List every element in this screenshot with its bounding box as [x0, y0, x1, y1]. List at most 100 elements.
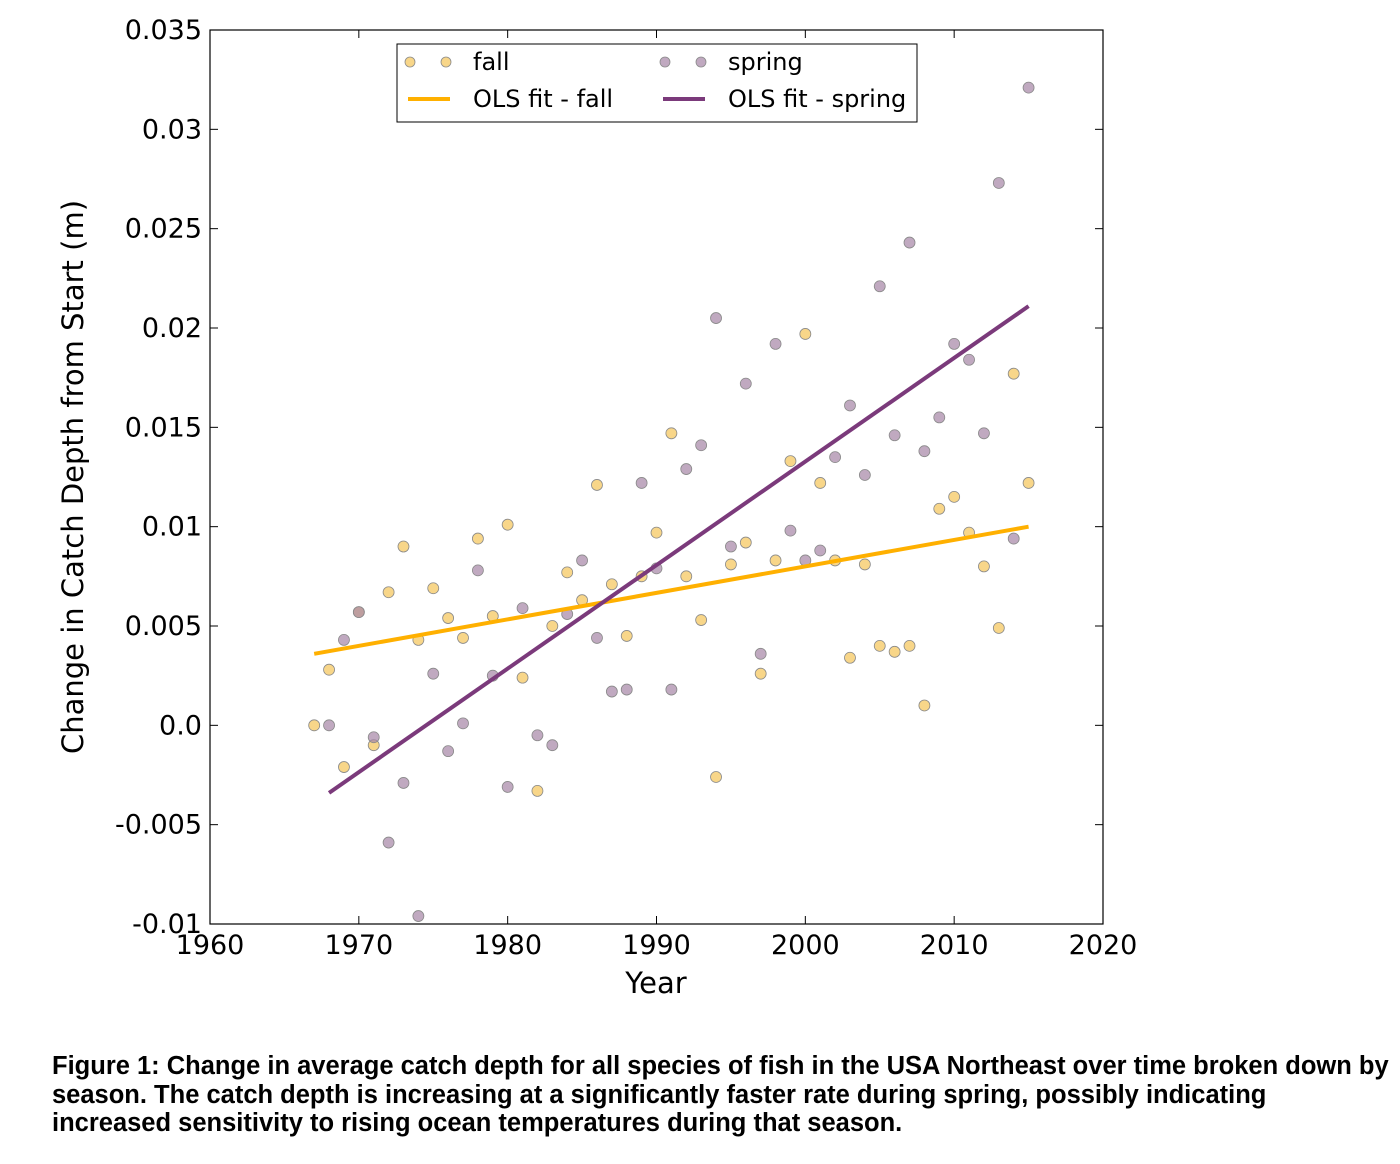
x-tick-label: 1960 [176, 930, 245, 961]
fall-point [858, 558, 871, 571]
x-tick-label: 1970 [324, 930, 393, 961]
legend-marker [404, 56, 416, 68]
spring-point [710, 312, 722, 324]
y-tick-label: 0.01 [142, 512, 202, 543]
x-tick-label: 1990 [622, 930, 691, 961]
fall-point [844, 651, 856, 664]
fall-point [665, 427, 678, 440]
spring-point [427, 667, 440, 680]
spring-point [948, 337, 961, 350]
fall-point [814, 477, 827, 489]
spring-point [620, 683, 633, 696]
fall-point [605, 578, 618, 591]
y-tick-label: 0.025 [125, 214, 202, 245]
fall-point [546, 620, 559, 632]
legend-marker [440, 56, 452, 68]
plot-frame [209, 29, 1104, 925]
fall-point [725, 558, 737, 571]
spring-point [352, 606, 365, 618]
spring-point [665, 683, 678, 696]
fall-point [903, 639, 916, 652]
spring-point [338, 634, 350, 646]
spring-point [918, 445, 931, 458]
legend-label: OLS fit - fall [473, 85, 613, 113]
fall-point [471, 532, 484, 545]
spring-point [457, 717, 469, 730]
spring-point [397, 777, 410, 789]
legend-label: fall [473, 48, 510, 76]
spring-point [471, 564, 484, 577]
fall-point [501, 518, 514, 531]
scatter-chart: 1960 1970 1980 1990 2000 2010 2020 -0.01 -0.005 0… [56, 15, 1137, 1000]
fall-point [591, 479, 603, 491]
fall-point [457, 632, 469, 644]
spring-point [978, 427, 990, 440]
legend-box [396, 43, 918, 123]
spring-point [382, 836, 395, 849]
spring-point [933, 411, 946, 424]
legend-label: spring [728, 48, 803, 76]
spring-point [903, 236, 916, 249]
spring-point [412, 910, 425, 922]
y-tick-label: -0.01 [132, 909, 202, 940]
spring-point [680, 463, 693, 475]
fall-point [427, 582, 440, 595]
fall-point [695, 614, 708, 626]
spring-point [531, 729, 544, 742]
x-tick-label: 1980 [473, 930, 542, 961]
spring-point [501, 781, 514, 793]
x-axis-label: Year [624, 966, 686, 1000]
fall-point [769, 554, 782, 567]
fall-point [516, 671, 529, 684]
fall-point [323, 663, 335, 676]
fall-point [933, 502, 946, 515]
axis-ticks [209, 29, 1104, 925]
fall-point [873, 639, 886, 652]
spring-point [605, 685, 618, 698]
fall-point [888, 645, 901, 658]
fall-point [442, 612, 455, 624]
fall-point [710, 771, 722, 783]
fall-point [620, 630, 633, 642]
legend-label: OLS fit - spring [728, 85, 906, 113]
spring-point [695, 439, 708, 452]
legend: fall spring OLS fit - fall OLS fit - spring [396, 43, 918, 123]
spring-point [367, 731, 380, 744]
fall-point [918, 699, 931, 712]
fall-point [754, 667, 767, 680]
spring-point [963, 353, 975, 366]
spring-point [888, 429, 901, 442]
spring-point [725, 540, 737, 553]
fall-point [308, 719, 321, 732]
spring-point [635, 477, 648, 489]
spring-point [546, 739, 559, 752]
fall-point [338, 761, 350, 773]
legend-marker [659, 56, 671, 68]
y-axis-label: Change in Catch Depth from Start (m) [56, 200, 90, 754]
fall-point [739, 536, 752, 549]
y-tick-label: -0.005 [115, 810, 202, 841]
y-tick-label: 0.015 [125, 412, 202, 443]
fall-point [784, 455, 797, 468]
fit-line [313, 524, 1029, 656]
fall-point [650, 526, 663, 539]
fall-point [531, 784, 544, 797]
spring-point [1022, 81, 1035, 94]
y-tick-label: 0.035 [125, 15, 202, 46]
spring-point [873, 280, 886, 293]
spring-point [844, 399, 856, 412]
spring-point [442, 745, 455, 758]
fall-point [382, 586, 395, 599]
spring-point [829, 451, 841, 464]
y-tick-label: 0.03 [142, 114, 202, 145]
x-tick-label: 2010 [920, 930, 989, 961]
spring-point [516, 602, 529, 615]
fall-point [1022, 477, 1035, 489]
tick-labels: 1960 1970 1980 1990 2000 2010 2020 -0.01 -0.005 0… [115, 15, 1137, 961]
spring-point [591, 632, 603, 644]
y-tick-label: 0.005 [125, 611, 202, 642]
figure-caption: Figure 1: Change in average catch depth … [52, 1052, 1389, 1137]
legend-marker [695, 56, 707, 68]
fall-point [799, 328, 812, 340]
fall-point [561, 566, 574, 579]
